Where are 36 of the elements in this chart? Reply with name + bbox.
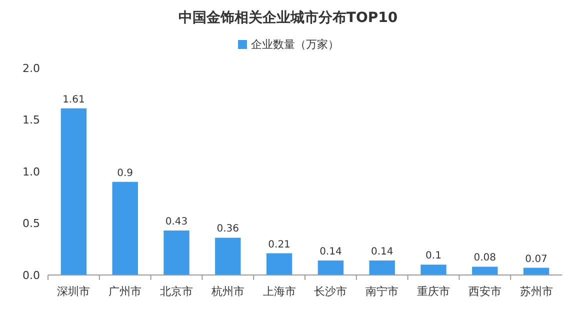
bar (215, 238, 241, 275)
x-tick-label: 杭州市 (210, 285, 244, 298)
data-label: 1.61 (62, 94, 85, 106)
data-label: 0.14 (370, 246, 394, 258)
x-tick-label: 西安市 (468, 285, 502, 298)
x-tick-label: 北京市 (160, 285, 193, 298)
x-tick-label: 广州市 (108, 285, 142, 298)
x-tick-label: 重庆市 (417, 285, 450, 298)
data-label: 0.07 (525, 254, 548, 265)
data-label: 0.14 (320, 246, 342, 258)
bar (472, 266, 498, 275)
data-label: 0.9 (117, 168, 134, 179)
bar (164, 230, 190, 275)
data-label: 0.08 (474, 252, 496, 264)
bar (112, 182, 138, 275)
x-tick-label: 长沙市 (314, 285, 348, 298)
y-tick-label: 1.5 (22, 114, 40, 127)
chart-title: 中国金饰相关企业城市分布TOP10 (178, 9, 398, 26)
data-label: 0.43 (165, 216, 188, 228)
y-tick-label: 0.5 (22, 217, 40, 230)
legend-label: 企业数量（万家） (251, 38, 339, 51)
data-label: 0.36 (216, 224, 240, 235)
x-tick-label: 上海市 (262, 285, 296, 298)
x-tick-label: 深圳市 (57, 285, 90, 298)
bar (266, 253, 292, 275)
x-tick-label: 南宁市 (366, 285, 399, 298)
bar (420, 264, 446, 275)
y-tick-label: 2.0 (22, 62, 40, 75)
y-tick-label: 0.0 (22, 268, 40, 282)
y-tick-label: 1.0 (22, 165, 40, 178)
bar (318, 260, 344, 275)
bar (369, 260, 395, 275)
bar (60, 108, 87, 275)
data-label: 0.1 (426, 250, 442, 262)
data-label: 0.21 (268, 239, 290, 250)
x-tick-label: 苏州市 (520, 285, 553, 298)
